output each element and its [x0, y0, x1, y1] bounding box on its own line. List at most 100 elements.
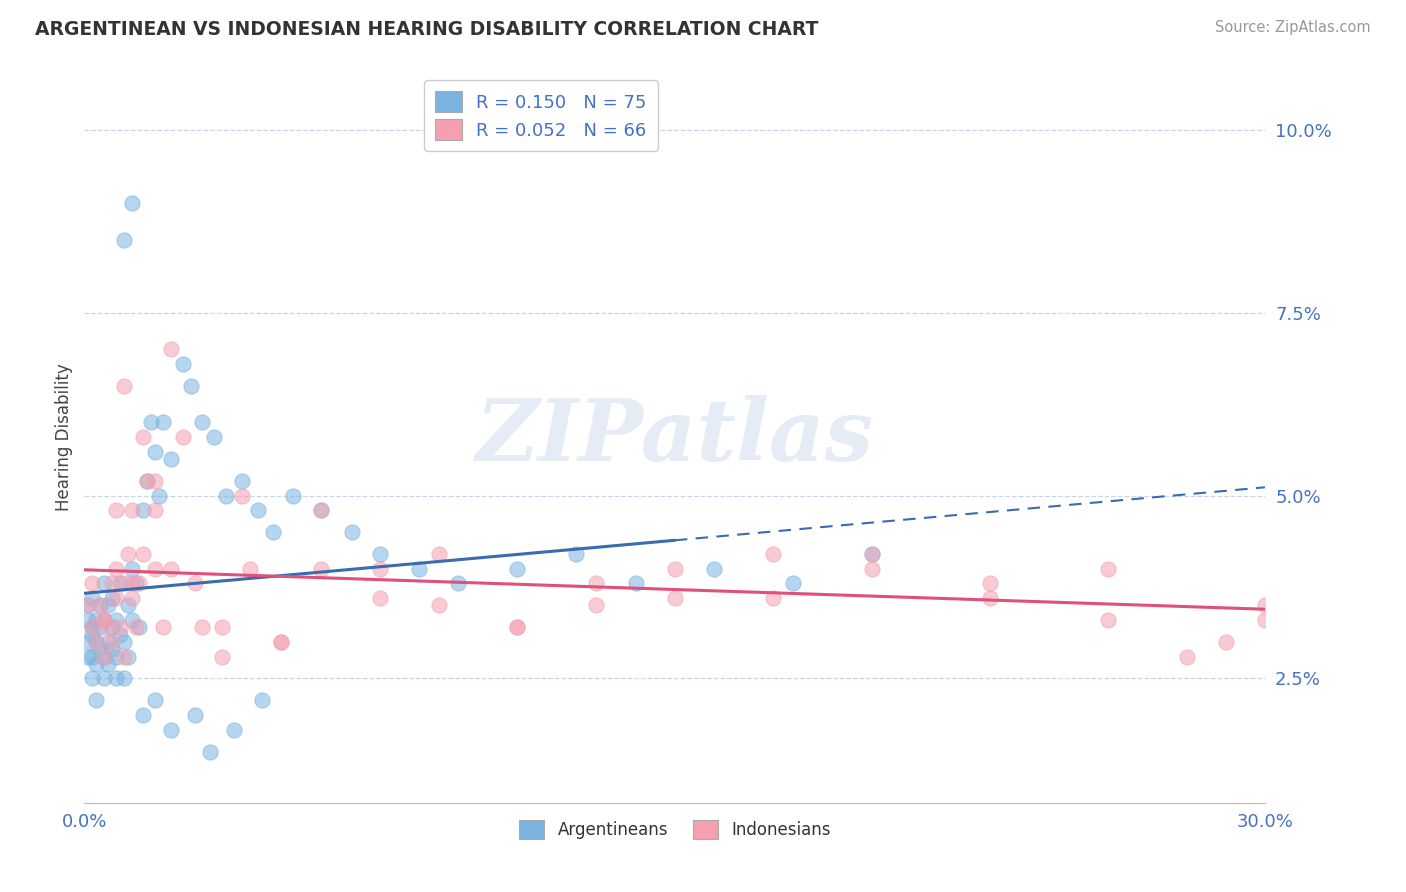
Point: [89, 620, 111, 634]
Point: [860, 562, 883, 576]
Point: [447, 576, 470, 591]
Point: [211, 620, 233, 634]
Point: [191, 620, 214, 634]
Point: [565, 547, 588, 561]
Point: [309, 503, 332, 517]
Y-axis label: Hearing Disability: Hearing Disability: [55, 363, 73, 511]
Point: [121, 613, 143, 627]
Text: ARGENTINEAN VS INDONESIAN HEARING DISABILITY CORRELATION CHART: ARGENTINEAN VS INDONESIAN HEARING DISABI…: [35, 20, 818, 38]
Point: [183, 708, 205, 723]
Point: [121, 591, 143, 605]
Point: [84, 657, 107, 671]
Point: [703, 562, 725, 576]
Point: [93, 672, 115, 686]
Point: [132, 503, 155, 517]
Point: [101, 591, 124, 605]
Point: [124, 576, 146, 591]
Point: [93, 649, 115, 664]
Point: [1215, 635, 1237, 649]
Point: [89, 642, 111, 657]
Point: [1097, 613, 1119, 627]
Point: [82, 672, 104, 686]
Point: [132, 430, 155, 444]
Point: [104, 613, 127, 627]
Point: [97, 620, 120, 634]
Point: [246, 503, 269, 517]
Point: [89, 599, 111, 613]
Point: [77, 599, 100, 613]
Point: [979, 591, 1001, 605]
Point: [172, 430, 194, 444]
Point: [89, 599, 111, 613]
Point: [368, 591, 391, 605]
Point: [762, 591, 785, 605]
Point: [112, 672, 135, 686]
Point: [128, 620, 150, 634]
Point: [108, 576, 131, 591]
Point: [664, 591, 686, 605]
Point: [270, 635, 292, 649]
Point: [231, 489, 253, 503]
Point: [104, 562, 127, 576]
Point: [84, 693, 107, 707]
Point: [117, 547, 139, 561]
Point: [152, 416, 174, 430]
Point: [143, 474, 166, 488]
Point: [270, 635, 292, 649]
Point: [211, 649, 233, 664]
Point: [143, 562, 166, 576]
Point: [506, 620, 529, 634]
Point: [97, 599, 120, 613]
Point: [427, 599, 450, 613]
Point: [93, 613, 115, 627]
Point: [231, 474, 253, 488]
Point: [77, 599, 100, 613]
Point: [664, 562, 686, 576]
Point: [101, 576, 124, 591]
Point: [97, 657, 120, 671]
Point: [191, 416, 214, 430]
Point: [82, 591, 104, 605]
Point: [160, 343, 183, 357]
Text: Source: ZipAtlas.com: Source: ZipAtlas.com: [1215, 20, 1371, 35]
Point: [143, 503, 166, 517]
Point: [121, 196, 143, 211]
Point: [117, 599, 139, 613]
Point: [93, 649, 115, 664]
Point: [101, 635, 124, 649]
Point: [1254, 599, 1277, 613]
Point: [117, 649, 139, 664]
Point: [585, 576, 607, 591]
Point: [108, 627, 131, 641]
Point: [239, 562, 262, 576]
Point: [1097, 562, 1119, 576]
Legend: Argentineans, Indonesians: Argentineans, Indonesians: [512, 814, 838, 846]
Point: [93, 613, 115, 627]
Point: [82, 649, 104, 664]
Point: [860, 547, 883, 561]
Point: [112, 649, 135, 664]
Point: [121, 576, 143, 591]
Point: [141, 416, 163, 430]
Point: [77, 649, 100, 664]
Point: [143, 693, 166, 707]
Point: [183, 576, 205, 591]
Point: [77, 613, 100, 627]
Point: [97, 635, 120, 649]
Point: [82, 627, 104, 641]
Point: [84, 613, 107, 627]
Point: [368, 547, 391, 561]
Point: [93, 576, 115, 591]
Point: [262, 525, 284, 540]
Point: [202, 430, 225, 444]
Text: ZIPatlas: ZIPatlas: [475, 395, 875, 479]
Point: [160, 562, 183, 576]
Point: [143, 444, 166, 458]
Point: [1175, 649, 1198, 664]
Point: [121, 562, 143, 576]
Point: [82, 620, 104, 634]
Point: [148, 489, 170, 503]
Point: [160, 452, 183, 467]
Point: [112, 635, 135, 649]
Point: [132, 708, 155, 723]
